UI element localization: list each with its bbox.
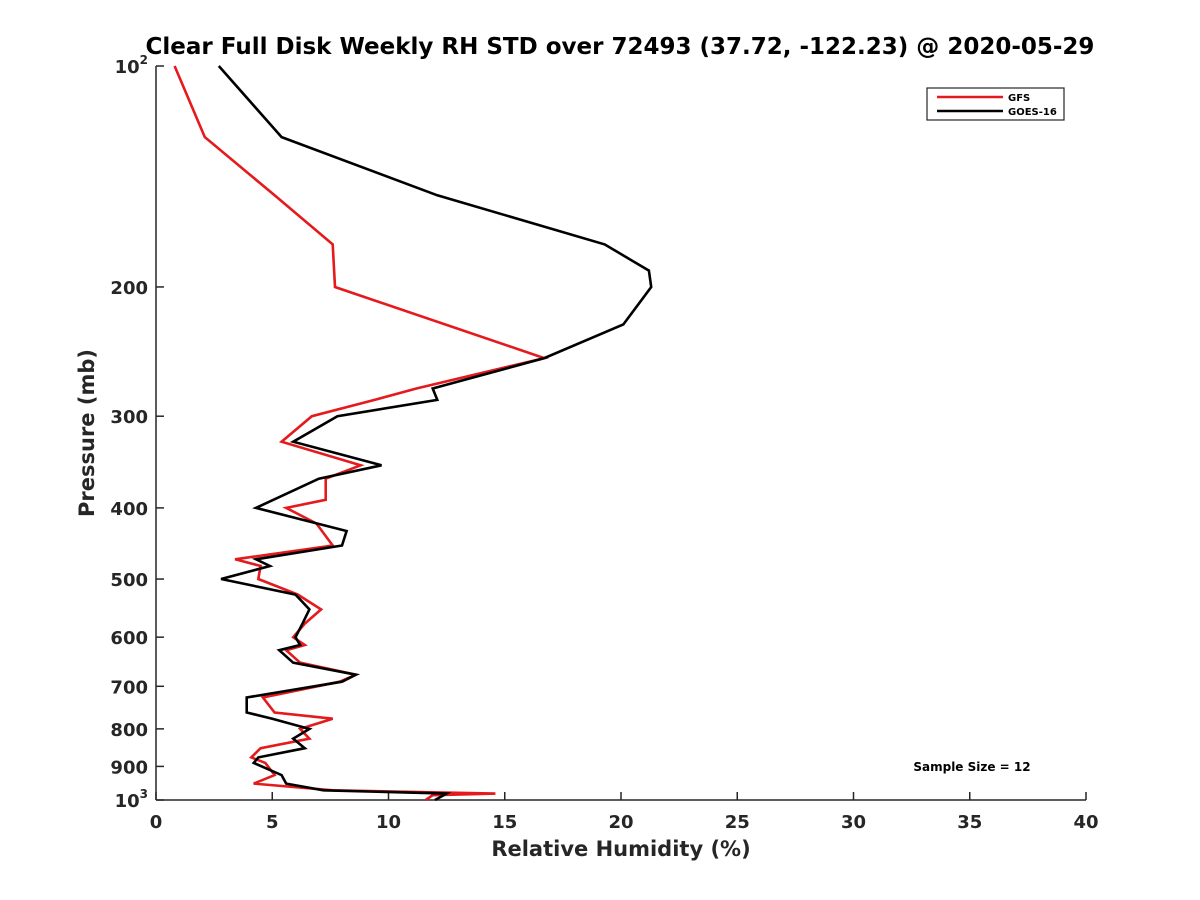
x-tick-label: 35 (957, 812, 982, 833)
y-tick-label: 300 (110, 407, 148, 428)
x-tick-label: 30 (841, 812, 866, 833)
y-axis-label: Pressure (mb) (75, 349, 99, 517)
legend: GFS GOES-16 (926, 87, 1065, 121)
series-line-goes16 (217, 65, 653, 802)
x-tick-label: 40 (1073, 812, 1098, 833)
y-ticks: 102 200 300 400 500 600 700 800 900 103 (110, 53, 164, 812)
series-layer (173, 65, 653, 802)
y-tick-label: 102 (115, 53, 148, 78)
y-tick-label: 200 (110, 278, 148, 299)
chart-title: Clear Full Disk Weekly RH STD over 72493… (146, 34, 1095, 60)
x-axis-label: Relative Humidity (%) (491, 837, 750, 861)
x-tick-label: 25 (725, 812, 750, 833)
x-ticks: 0 5 10 15 20 25 30 35 40 (150, 792, 1099, 833)
legend-label-goes16: GOES-16 (1008, 107, 1057, 118)
x-tick-label: 15 (492, 812, 517, 833)
y-tick-label: 800 (110, 720, 148, 741)
x-tick-label: 20 (608, 812, 633, 833)
x-tick-label: 10 (376, 812, 401, 833)
x-tick-label: 0 (150, 812, 163, 833)
legend-box (926, 87, 1065, 121)
y-tick-label: 900 (110, 757, 148, 778)
y-tick-label: 700 (110, 677, 148, 698)
y-tick-label: 500 (110, 570, 148, 591)
series-line-gfs (173, 65, 549, 802)
legend-label-gfs: GFS (1008, 93, 1030, 104)
sample-size-annotation: Sample Size = 12 (913, 760, 1030, 774)
y-tick-label: 400 (110, 499, 148, 520)
y-tick-label: 600 (110, 628, 148, 649)
x-tick-label: 5 (266, 812, 279, 833)
y-tick-label: 103 (115, 787, 148, 812)
